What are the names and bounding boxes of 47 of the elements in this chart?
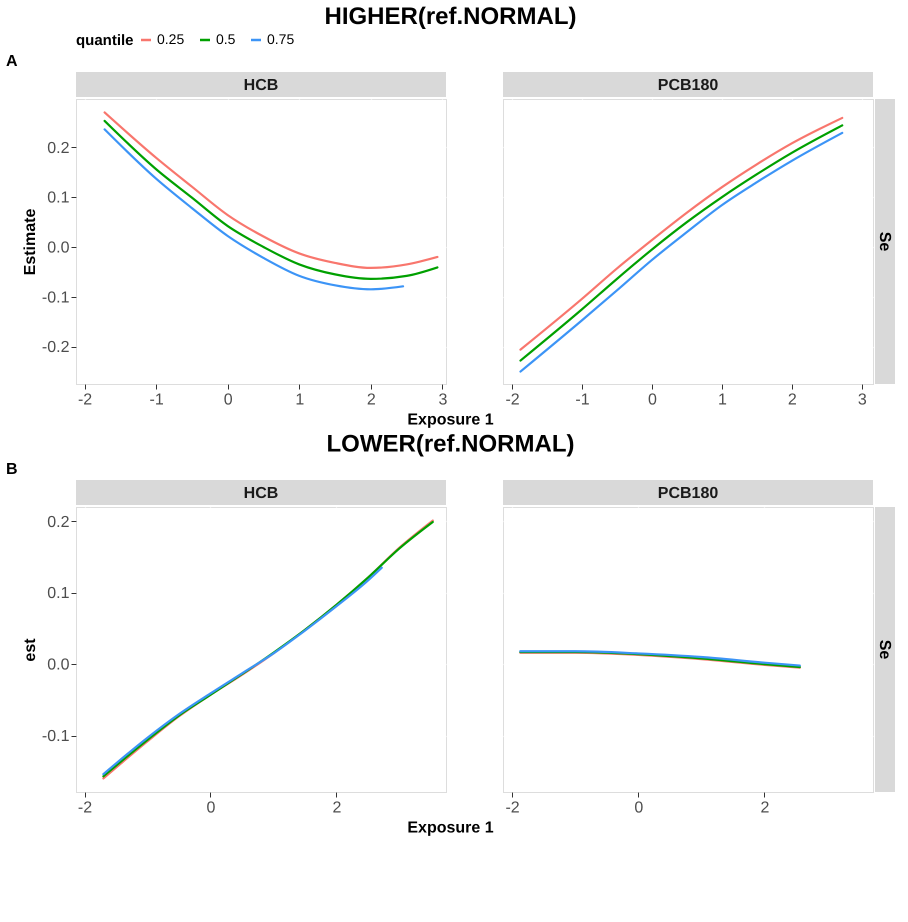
x-axis-title: Exposure 1: [407, 412, 494, 428]
line-series: [102, 566, 383, 776]
chart-subtitle: PCB180: [658, 485, 718, 502]
chart-title: HIGHER(ref.NORMAL): [324, 3, 576, 30]
text: B: [6, 461, 18, 478]
x-tick-label: -1: [150, 392, 164, 408]
x-tick-label: 2: [332, 800, 342, 816]
x-tick-label: -1: [575, 392, 590, 408]
legend-title: quantile: [76, 32, 134, 49]
y-tick-label: 0.2: [47, 514, 70, 531]
y-tick-label: -0.2: [42, 339, 70, 356]
x-tick-label: 1: [718, 392, 727, 408]
line-series: [104, 128, 404, 290]
chart-title: LOWER(ref.NORMAL): [326, 430, 574, 458]
y-tick-label: 0.2: [47, 140, 70, 157]
text: Se: [876, 232, 893, 252]
x-axis-title: Exposure 1: [407, 820, 494, 836]
legend-label: 0.5: [216, 31, 236, 47]
x-tick-label: 0: [648, 392, 658, 408]
x-tick-label: 2: [788, 392, 797, 408]
chart-subtitle: HCB: [244, 77, 278, 94]
y-tick-label: 0.0: [47, 239, 70, 256]
legend-label: 0.25: [157, 31, 184, 47]
x-tick-label: 2: [760, 800, 770, 816]
text: A: [6, 53, 18, 70]
x-tick-label: 3: [858, 392, 867, 408]
x-tick-label: -2: [78, 800, 92, 816]
x-tick-label: 2: [366, 392, 376, 408]
x-tick-label: -2: [505, 392, 520, 408]
y-tick-label: 0.0: [47, 656, 70, 674]
y-tick-label: -0.1: [42, 728, 70, 746]
x-tick-label: 0: [206, 800, 216, 816]
x-tick-label: -2: [78, 392, 92, 408]
chart-subtitle: PCB180: [658, 77, 718, 94]
legend-label: 0.75: [267, 31, 294, 47]
x-tick-label: 1: [295, 392, 304, 408]
x-tick-label: 0: [634, 800, 644, 816]
chart-subtitle: HCB: [244, 485, 278, 502]
x-tick-label: 3: [438, 392, 448, 408]
x-tick-label: -2: [505, 800, 520, 816]
y-tick-label: -0.1: [42, 289, 70, 306]
y-tick-label: 0.1: [47, 190, 70, 207]
y-axis-title: Estimate: [22, 208, 39, 276]
y-tick-label: 0.1: [47, 585, 70, 602]
x-tick-label: 0: [224, 392, 233, 408]
y-axis-title: est: [22, 638, 39, 662]
text: Se: [876, 640, 893, 660]
